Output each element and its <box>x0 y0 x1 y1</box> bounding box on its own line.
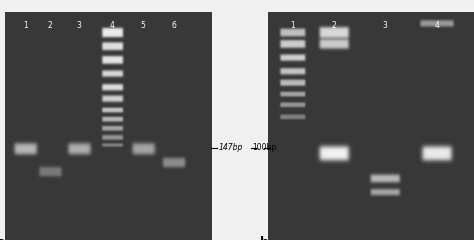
Text: 5: 5 <box>140 21 146 30</box>
Text: a: a <box>0 236 5 240</box>
Text: 4: 4 <box>435 21 439 30</box>
Text: 1: 1 <box>23 21 28 30</box>
Text: 4: 4 <box>109 21 114 30</box>
Text: 3: 3 <box>383 21 388 30</box>
Text: 1: 1 <box>290 21 295 30</box>
Text: 147bp: 147bp <box>219 143 243 152</box>
Text: 6: 6 <box>172 21 176 30</box>
Text: 100bp: 100bp <box>252 143 276 152</box>
Text: 2: 2 <box>331 21 336 30</box>
Text: b: b <box>260 236 268 240</box>
Text: 2: 2 <box>48 21 53 30</box>
Text: 3: 3 <box>76 21 82 30</box>
